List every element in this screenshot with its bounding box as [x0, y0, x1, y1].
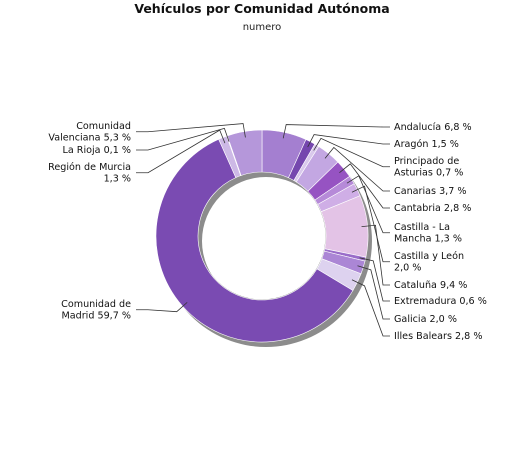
label-line: Madrid 59,7 % [61, 311, 131, 322]
label-line: Mancha 1,3 % [394, 234, 462, 245]
leader-region-de-murcia [136, 129, 226, 174]
label-principado-de-asturias: Principado de Asturias 0,7 % [394, 156, 463, 179]
label-cantabria: Cantabria 2,8 % [394, 203, 471, 214]
label-line: Illes Balears 2,8 % [394, 331, 482, 342]
label-line: Aragón 1,5 % [394, 138, 459, 150]
donut-slices [155, 129, 369, 343]
label-la-rioja: La Rioja 0,1 % [63, 145, 132, 156]
label-line: Cantabria 2,8 % [394, 203, 471, 214]
label-aragon: Aragón 1,5 % [394, 138, 459, 150]
label-line: Principado de [394, 156, 459, 167]
leader-comunidad-de-madrid [136, 302, 188, 313]
leader-extremadura [359, 257, 390, 302]
leader-castilla-la-mancha [346, 175, 390, 234]
leader-galicia [357, 265, 390, 320]
leader-cantabria [339, 163, 390, 209]
leader-la-rioja [136, 127, 230, 151]
label-line: Castilla - La [394, 222, 450, 233]
leader-andalucia [282, 124, 390, 139]
label-line: Comunidad [76, 121, 131, 132]
label-canarias: Canarias 3,7 % [394, 186, 467, 197]
label-comunidad-valenciana: Comunidad Valenciana 5,3 % [48, 121, 131, 144]
label-andalucia: Andalucía 6,8 % [394, 121, 472, 133]
label-region-de-murcia: Región de Murcia 1,3 % [48, 161, 131, 185]
leader-cataluna [361, 224, 390, 286]
leader-principado-de-asturias [313, 137, 390, 168]
chart-subtitle: numero [243, 22, 282, 33]
leader-illes-balears [351, 279, 390, 337]
leader-aragon [307, 134, 390, 148]
label-line: Región de Murcia [48, 161, 131, 173]
label-galicia: Galicia 2,0 % [394, 314, 457, 325]
label-line: Cataluña 9,4 % [394, 280, 467, 291]
label-comunidad-de-madrid: Comunidad de Madrid 59,7 % [61, 299, 131, 322]
slice-labels: Andalucía 6,8 % Aragón 1,5 % Principado de… [48, 121, 487, 342]
label-line: 2,0 % [394, 263, 421, 274]
label-line: 1,3 % [104, 174, 131, 185]
label-extremadura: Extremadura 0,6 % [394, 296, 487, 307]
label-line: La Rioja 0,1 % [63, 145, 132, 156]
label-line: Comunidad de [61, 299, 131, 310]
slice-comunidad-de-madrid [155, 138, 354, 343]
leader-comunidad-valenciana [136, 123, 246, 138]
leader-castilla-y-leon [351, 185, 390, 263]
label-line: Andalucía 6,8 % [394, 121, 472, 133]
leader-lines [136, 123, 390, 337]
label-line: Canarias 3,7 % [394, 186, 467, 197]
label-line: Asturias 0,7 % [394, 168, 463, 179]
slice-comunidad-valenciana [226, 129, 263, 176]
label-line: Castilla y León [394, 250, 464, 262]
label-illes-balears: Illes Balears 2,8 % [394, 331, 482, 342]
label-castilla-la-mancha: Castilla - La Mancha 1,3 % [394, 222, 462, 245]
label-line: Valenciana 5,3 % [48, 133, 131, 144]
leader-canarias [324, 146, 390, 192]
label-line: Extremadura 0,6 % [394, 296, 487, 307]
label-cataluna: Cataluña 9,4 % [394, 280, 467, 291]
label-line: Galicia 2,0 % [394, 314, 457, 325]
label-castilla-y-leon: Castilla y León 2,0 % [394, 250, 464, 274]
chart-title: Vehículos por Comunidad Autónoma [134, 1, 389, 16]
